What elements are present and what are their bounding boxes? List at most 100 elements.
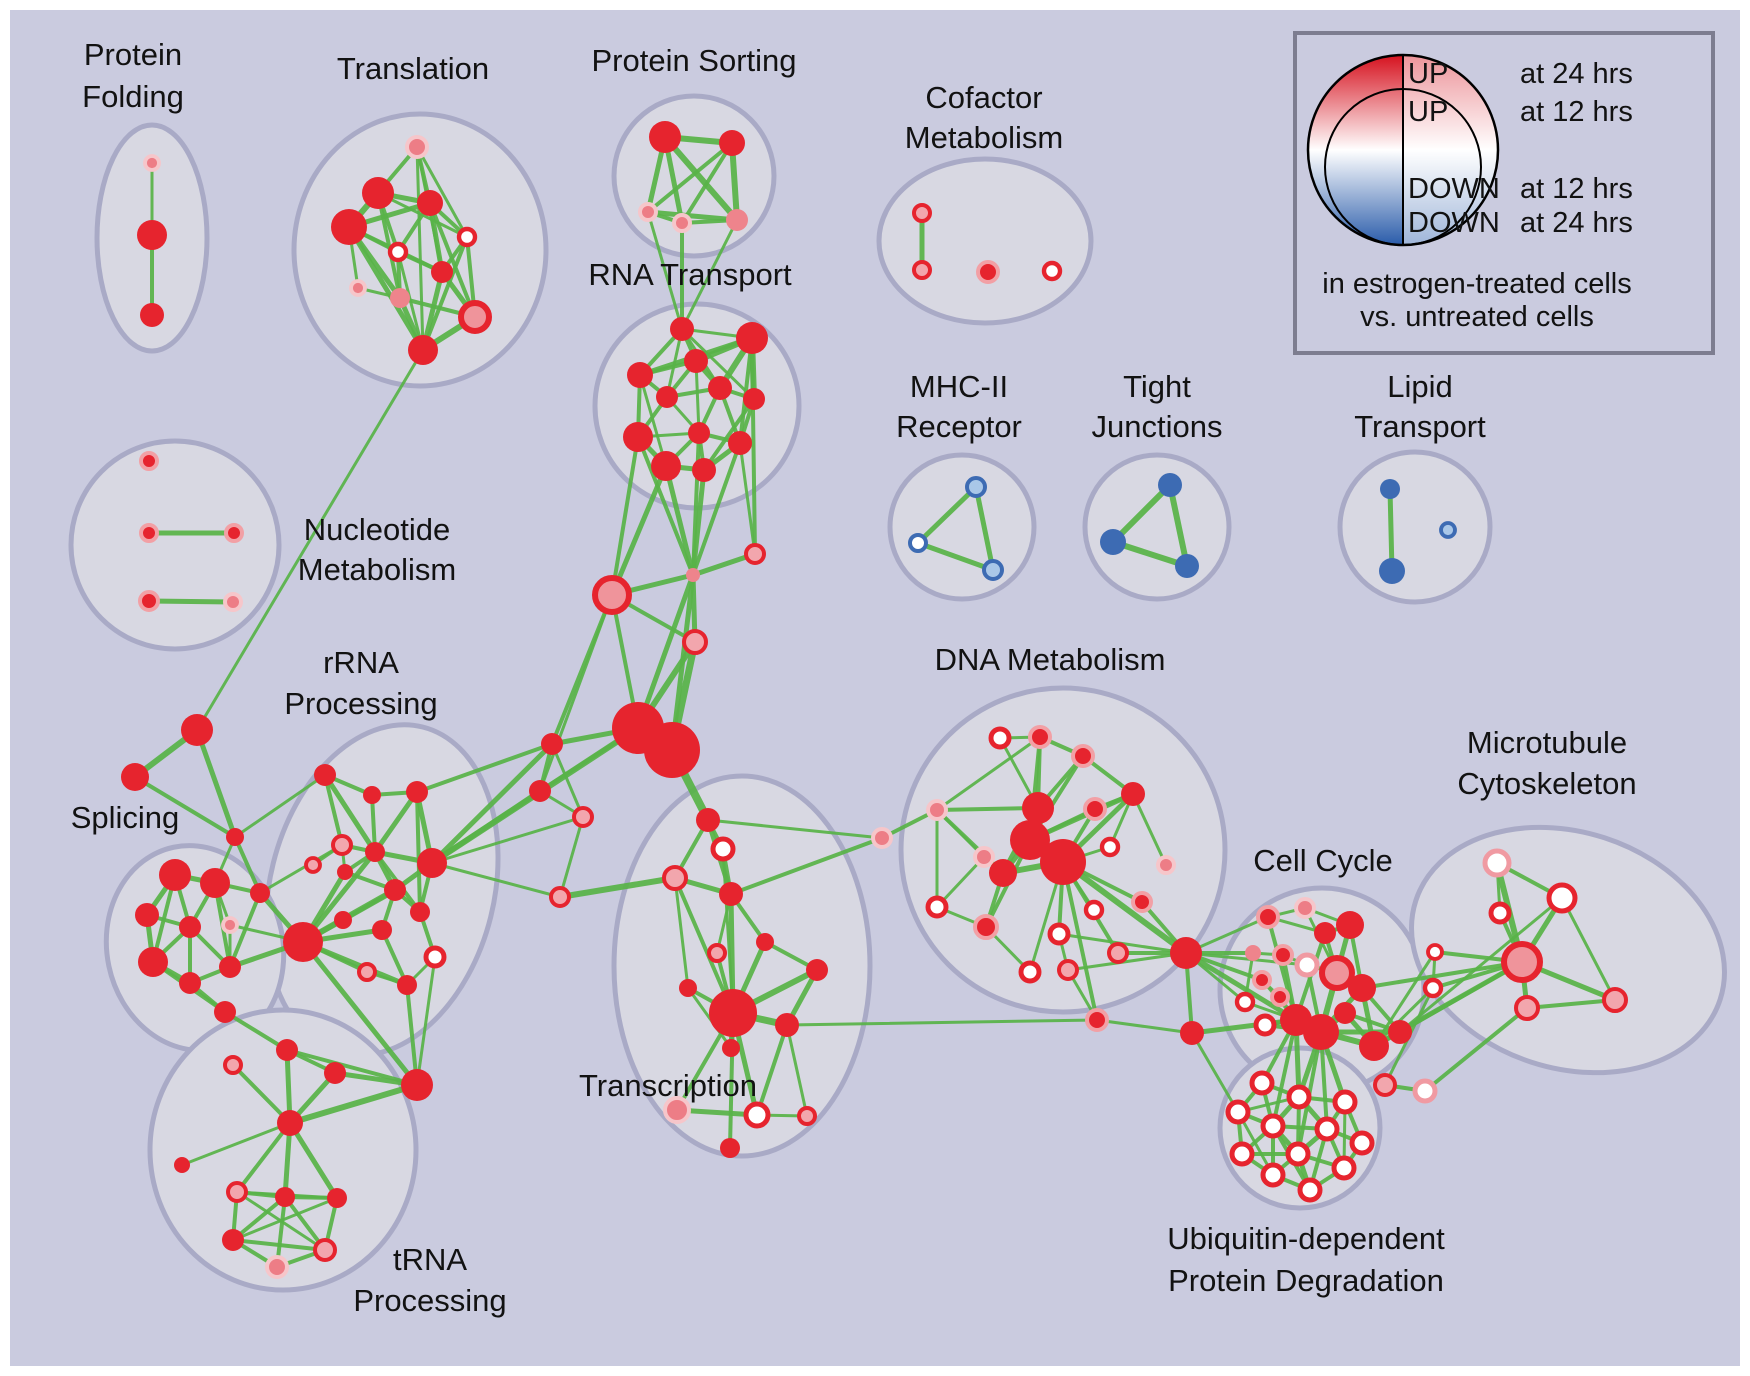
- cluster-lipid-transport: [1337, 449, 1493, 605]
- gene-node-blue-ring-light: [982, 559, 1004, 581]
- cluster-label-cofactor-metabolism: Cofactor: [925, 80, 1042, 115]
- network-edge: [415, 145, 469, 239]
- network-edge: [1398, 896, 1564, 1034]
- legend-time-label: at 24 hrs: [1520, 58, 1633, 90]
- gene-node-red: [275, 1187, 295, 1207]
- cluster-label-cofactor-metabolism: Metabolism: [905, 120, 1064, 155]
- gene-node-ring-white: [710, 836, 736, 862]
- network-edge: [686, 986, 733, 1050]
- gene-node-pink-halo: [265, 1255, 289, 1279]
- gene-node-ring-white: [1286, 1084, 1312, 1110]
- gene-node-pink-halo: [672, 213, 692, 233]
- gene-node-ring-white: [387, 241, 409, 263]
- network-edge: [287, 1082, 420, 1126]
- gene-node-ring-white: [1260, 1113, 1286, 1139]
- gene-node-red: [334, 911, 352, 929]
- gene-node-ring-pink: [1057, 959, 1079, 981]
- network-edge: [609, 463, 669, 598]
- legend-time-label: at 24 hrs: [1520, 207, 1633, 239]
- gene-node-pink-halo: [223, 592, 243, 612]
- gene-node-red: [775, 1013, 799, 1037]
- gene-node-red: [174, 1157, 190, 1173]
- gene-node-red: [214, 1001, 236, 1023]
- network-edge: [1190, 1031, 1240, 1114]
- gene-node-red: [623, 422, 653, 452]
- network-edge: [415, 790, 422, 914]
- gene-node-red: [337, 864, 353, 880]
- gene-node-red: [684, 349, 708, 373]
- gene-node-red: [401, 1069, 433, 1101]
- network-edge: [1360, 960, 1524, 990]
- legend-direction-label: DOWN: [1408, 173, 1500, 205]
- network-edge: [233, 835, 262, 895]
- gene-node-red: [276, 1039, 298, 1061]
- gene-node-red: [277, 1110, 303, 1136]
- gene-node-red: [372, 920, 392, 940]
- network-edge: [785, 1018, 1099, 1027]
- cluster-label-translation: Translation: [337, 51, 489, 86]
- gene-node-red-halo: [973, 914, 999, 940]
- network-edge: [610, 435, 640, 597]
- gene-node-red: [719, 130, 745, 156]
- gene-node-ring-white: [1229, 1141, 1255, 1167]
- network-edge: [915, 484, 979, 546]
- network-edge: [415, 145, 425, 352]
- network-edge: [429, 788, 543, 866]
- network-edge: [380, 928, 409, 987]
- gene-node-ring-white: [1047, 922, 1071, 946]
- network-edge: [636, 435, 695, 577]
- gene-node-pink-halo: [405, 135, 429, 159]
- gene-node-ring-pale: [1482, 848, 1512, 878]
- gene-node-red: [709, 989, 757, 1037]
- network-edge: [231, 1238, 327, 1252]
- cluster-cofactor-metabolism: [876, 156, 1094, 326]
- gene-node-pink-halo: [1156, 855, 1176, 875]
- network-edge: [680, 218, 739, 331]
- gene-node-pink-halo: [871, 827, 893, 849]
- network-edge: [372, 789, 420, 855]
- network-edge: [680, 141, 734, 225]
- network-edge: [223, 1010, 289, 1052]
- gene-node-red: [1121, 782, 1145, 806]
- network-edge: [673, 876, 735, 1015]
- gene-node-red-halo: [1083, 797, 1107, 821]
- gene-node-red: [708, 376, 732, 400]
- network-edge: [662, 134, 740, 223]
- gene-node-ring-white: [1234, 991, 1256, 1013]
- gene-node-blue: [1379, 558, 1405, 584]
- gene-node-red: [670, 317, 694, 341]
- gene-node-red: [226, 828, 244, 846]
- gene-node-red: [1303, 1014, 1339, 1050]
- gene-node-red: [384, 879, 406, 901]
- gene-node-ring-white: [1331, 1155, 1357, 1181]
- legend-direction-label: DOWN: [1408, 207, 1500, 239]
- gene-node-red: [179, 972, 201, 994]
- gene-node-ring-pink: [313, 1238, 337, 1262]
- network-edge: [935, 806, 1040, 812]
- gene-node-ring-white: [1332, 1089, 1358, 1115]
- gene-node-red-halo: [976, 260, 1000, 284]
- network-edge: [646, 141, 734, 214]
- gene-node-red: [1334, 1002, 1356, 1024]
- gene-node-red-halo: [139, 451, 159, 471]
- network-edge: [550, 742, 585, 819]
- legend-box: [1293, 31, 1715, 355]
- gene-node-ring-pink: [304, 856, 322, 874]
- cluster-label-rrna-processing: Processing: [284, 686, 437, 721]
- network-edge: [430, 815, 585, 865]
- cluster-label-dna-metabolism: DNA Metabolism: [935, 642, 1166, 677]
- gene-node-blue: [1175, 554, 1199, 578]
- gene-node-red: [159, 859, 191, 891]
- network-edge: [231, 1196, 339, 1242]
- gene-node-ring-pink: [1602, 987, 1628, 1013]
- cluster-label-ubiquitin-degradation: Ubiquitin-dependent: [1167, 1221, 1445, 1256]
- gene-node-pink-halo: [349, 279, 367, 297]
- gene-node-ring-white: [1225, 1099, 1251, 1125]
- gene-node-ring-white: [1099, 836, 1121, 858]
- gene-node-red-halo: [1028, 725, 1052, 749]
- cluster-label-nucleotide-metabolism: Nucleotide: [304, 512, 450, 547]
- gene-node-red: [1170, 937, 1202, 969]
- gene-node-ring-pink: [223, 1055, 243, 1075]
- gene-node-ring-white: [1297, 1177, 1323, 1203]
